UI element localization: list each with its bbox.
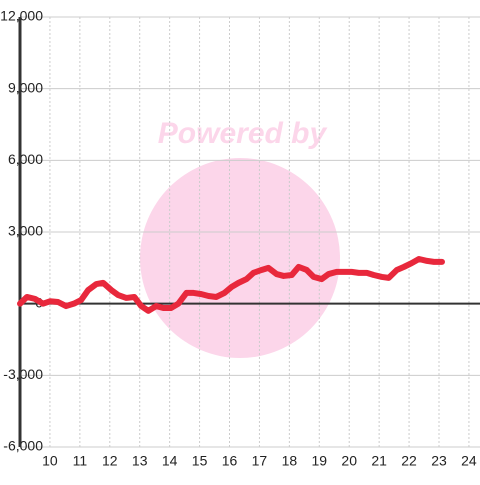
y-tick-label: 12,000 [0,8,43,24]
x-tick-label: 23 [431,453,447,469]
y-tick-label: 6,000 [8,151,43,167]
y-tick-label: 9,000 [8,79,43,95]
y-tick-label: -6,000 [3,438,43,454]
x-tick-label: 12 [102,453,118,469]
watermark-logo [140,158,340,358]
x-tick-label: 11 [73,453,88,469]
x-tick-label: 18 [282,453,298,469]
x-tick-label: 13 [132,453,148,469]
data-line [17,255,445,314]
x-tick-label: 20 [341,453,357,469]
x-tick-label: 16 [222,453,238,469]
x-tick-label: 22 [401,453,417,469]
x-tick-label: 17 [252,453,268,469]
x-tick-label: 10 [42,453,58,469]
y-tick-label: 3,000 [8,223,43,239]
watermark: Powered by [158,117,328,150]
x-tick-label: 21 [371,453,387,469]
x-tick-label: 15 [192,453,208,469]
y-tick-label: -3,000 [3,366,43,382]
x-tick-label: 24 [461,453,477,469]
x-tick-label: 19 [311,453,327,469]
x-tick-label: 14 [162,453,178,469]
